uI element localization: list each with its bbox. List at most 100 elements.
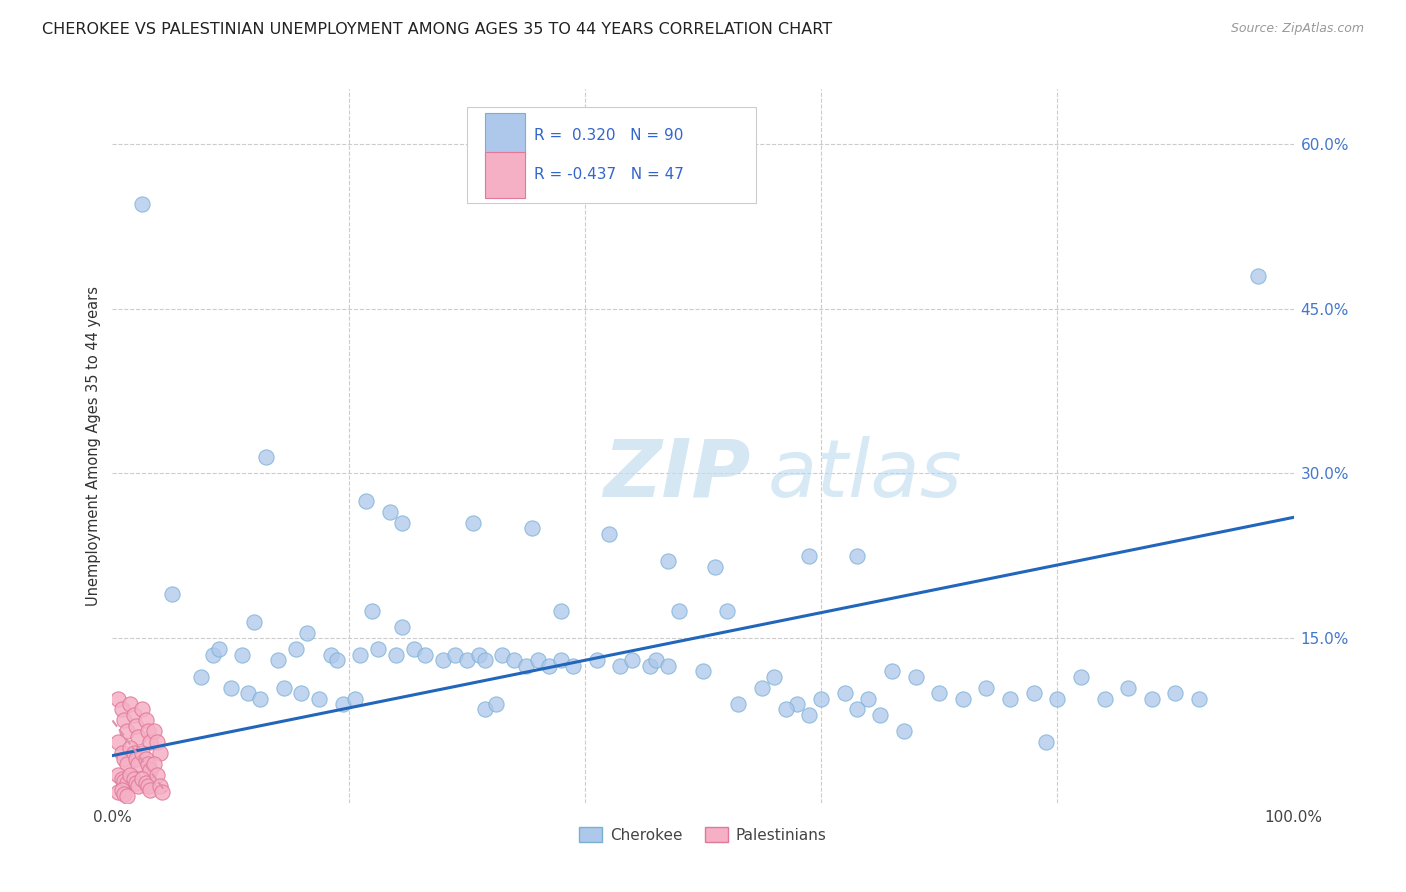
Point <box>692 664 714 678</box>
Point <box>107 785 129 799</box>
FancyBboxPatch shape <box>485 152 524 198</box>
Point <box>520 521 543 535</box>
FancyBboxPatch shape <box>485 112 524 159</box>
Point <box>112 773 135 788</box>
Point <box>461 516 484 530</box>
Point <box>491 648 513 662</box>
Point <box>526 653 548 667</box>
Point <box>326 653 349 667</box>
Point <box>238 686 260 700</box>
Point <box>786 697 808 711</box>
Point <box>319 648 342 662</box>
Point <box>135 752 157 766</box>
Point <box>391 516 413 530</box>
Point <box>1070 669 1092 683</box>
Point <box>657 554 679 568</box>
Point <box>273 681 295 695</box>
Point <box>115 776 138 790</box>
Point <box>834 686 856 700</box>
Point <box>112 752 135 766</box>
Point <box>131 772 153 786</box>
Point <box>135 776 157 790</box>
Point <box>467 648 489 662</box>
Point <box>120 697 142 711</box>
Point <box>1164 686 1187 700</box>
Point <box>609 658 631 673</box>
Point <box>115 757 138 772</box>
Point <box>190 669 212 683</box>
Point <box>1046 691 1069 706</box>
Point <box>125 719 148 733</box>
Point <box>799 708 821 723</box>
Point <box>219 681 242 695</box>
Point <box>139 763 162 777</box>
Point <box>107 735 129 749</box>
Point <box>149 747 172 761</box>
Point <box>201 648 224 662</box>
Point <box>644 653 666 667</box>
Point <box>402 642 425 657</box>
Point <box>998 691 1021 706</box>
Point <box>142 757 165 772</box>
Point <box>775 702 797 716</box>
Point <box>391 620 413 634</box>
Point <box>367 642 389 657</box>
Point <box>515 658 537 673</box>
FancyBboxPatch shape <box>467 107 756 203</box>
Text: Source: ZipAtlas.com: Source: ZipAtlas.com <box>1230 22 1364 36</box>
Point <box>1247 268 1270 283</box>
Point <box>122 747 145 761</box>
Text: R = -0.437   N = 47: R = -0.437 N = 47 <box>534 168 683 182</box>
Point <box>1094 691 1116 706</box>
Point <box>127 757 149 772</box>
Point <box>111 782 134 797</box>
Point <box>845 549 868 563</box>
Point <box>112 787 135 801</box>
Point <box>208 642 231 657</box>
Point <box>120 768 142 782</box>
Point <box>638 658 661 673</box>
Point <box>112 714 135 728</box>
Point <box>146 735 169 749</box>
Point <box>284 642 307 657</box>
Point <box>432 653 454 667</box>
Point <box>107 691 129 706</box>
Point <box>474 702 496 716</box>
Point <box>243 615 266 629</box>
Point <box>415 648 437 662</box>
Point <box>297 625 319 640</box>
Point <box>139 735 162 749</box>
Point <box>136 780 159 794</box>
Text: atlas: atlas <box>768 435 963 514</box>
Point <box>131 702 153 716</box>
Point <box>799 549 821 563</box>
Point <box>598 526 620 541</box>
Point <box>343 691 366 706</box>
Point <box>716 604 738 618</box>
Point <box>976 681 998 695</box>
Point <box>120 740 142 755</box>
Legend: Cherokee, Palestinians: Cherokee, Palestinians <box>574 821 832 848</box>
Point <box>928 686 950 700</box>
Point <box>308 691 330 706</box>
Point <box>111 772 134 786</box>
Point <box>115 724 138 739</box>
Point <box>668 604 690 618</box>
Text: R =  0.320   N = 90: R = 0.320 N = 90 <box>534 128 683 143</box>
Point <box>107 768 129 782</box>
Point <box>952 691 974 706</box>
Point <box>657 658 679 673</box>
Point <box>621 653 644 667</box>
Point <box>139 782 162 797</box>
Point <box>1116 681 1139 695</box>
Text: CHEROKEE VS PALESTINIAN UNEMPLOYMENT AMONG AGES 35 TO 44 YEARS CORRELATION CHART: CHEROKEE VS PALESTINIAN UNEMPLOYMENT AMO… <box>42 22 832 37</box>
Point <box>845 702 868 716</box>
Point <box>290 686 312 700</box>
Point <box>474 653 496 667</box>
Y-axis label: Unemployment Among Ages 35 to 44 years: Unemployment Among Ages 35 to 44 years <box>86 286 101 606</box>
Point <box>456 653 478 667</box>
Point <box>111 747 134 761</box>
Point <box>127 730 149 744</box>
Point <box>267 653 290 667</box>
Point <box>1140 691 1163 706</box>
